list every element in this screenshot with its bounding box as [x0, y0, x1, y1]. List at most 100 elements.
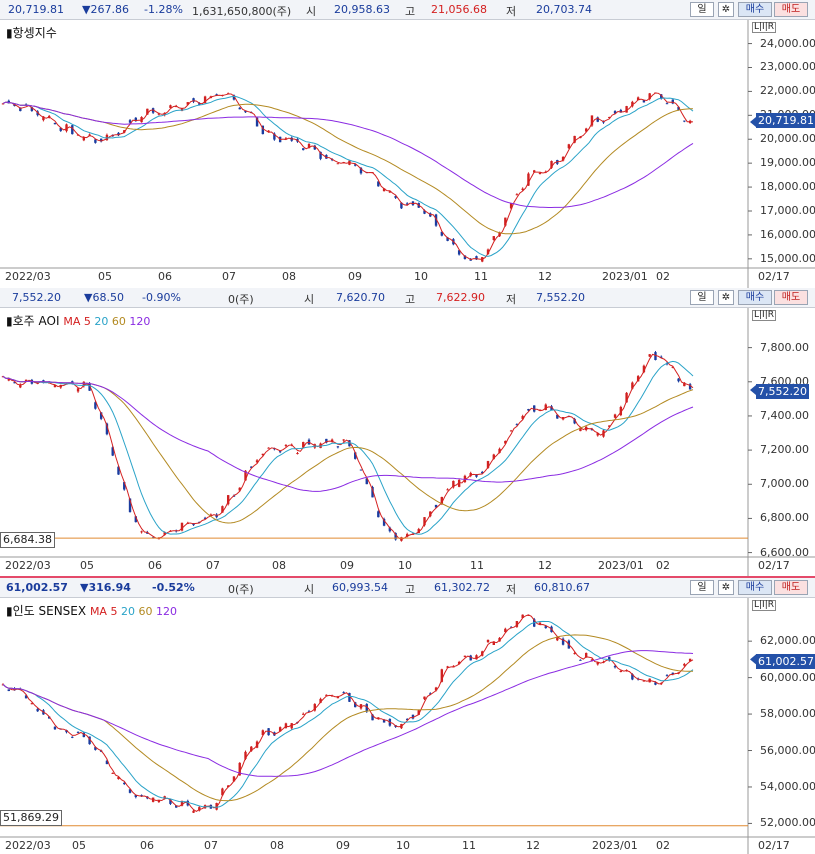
ma5-line [2, 92, 694, 261]
candle-body [325, 438, 328, 443]
candle-body [423, 210, 426, 214]
volume-value: 0(주) [228, 583, 254, 596]
candle-body [446, 666, 449, 668]
x-tick-label: 11 [474, 270, 488, 283]
x-tick-label: 2022/03 [5, 839, 51, 852]
candle-body [325, 694, 328, 696]
candle-body [278, 727, 282, 732]
buy-button[interactable]: 매도 [774, 290, 808, 305]
open-value: 20,958.63 [334, 3, 390, 16]
candle-body [567, 144, 571, 149]
open-value: 60,993.54 [332, 581, 388, 594]
candle-body [608, 656, 611, 661]
candle-body [648, 354, 651, 357]
ma60-label: 60 [138, 605, 153, 618]
low-mark-box: 6,684.38 [0, 532, 55, 548]
index-name: 항셍지수 [12, 26, 57, 40]
candle-body [608, 117, 611, 119]
candle-body [423, 696, 426, 700]
candle-body [654, 352, 657, 361]
gear-icon[interactable]: ✲ [718, 580, 734, 595]
candle-body [631, 382, 634, 389]
gear-icon[interactable]: ✲ [718, 2, 734, 17]
candle-body [486, 249, 490, 255]
candle-body [65, 730, 68, 733]
chart-title: ▮항셍지수 [6, 26, 57, 40]
candle-body [232, 776, 236, 782]
sell-button[interactable]: 매수 [738, 290, 772, 305]
chart-svg [0, 598, 815, 854]
ma20-line [2, 95, 694, 257]
low-label: 저 [506, 583, 517, 596]
candle-body [175, 805, 178, 808]
candle-body [146, 532, 149, 534]
candle-body [203, 96, 207, 104]
candle-body [584, 653, 588, 658]
period-button[interactable]: 일 [690, 290, 714, 305]
candle-body [99, 412, 103, 419]
x-tick-label: 2022/03 [5, 559, 51, 572]
x-tick-label: 02/17 [758, 559, 790, 572]
x-tick-label: 2023/01 [602, 270, 648, 283]
candles [1, 350, 692, 542]
buy-button[interactable]: 매도 [774, 580, 808, 595]
candle-body [336, 696, 340, 699]
candle-body [665, 675, 669, 677]
sell-button[interactable]: 매수 [738, 580, 772, 595]
buy-button[interactable]: 매도 [774, 2, 808, 17]
candles [1, 614, 692, 814]
candle-body [261, 125, 265, 135]
candle-body [377, 717, 380, 719]
change-value: ▼316.94 [80, 581, 131, 594]
scale-toggle-icon[interactable]: L|I|R [752, 600, 776, 611]
candle-body [111, 447, 114, 456]
current-price-pointer [750, 117, 756, 128]
candle-body [319, 151, 322, 159]
ma-legend: MA 5 20 60 120 [90, 605, 177, 618]
period-button[interactable]: 일 [690, 580, 714, 595]
low-value: 7,552.20 [536, 291, 585, 304]
candle-body [325, 155, 328, 159]
candle-body [492, 236, 495, 241]
candle-body [354, 452, 357, 459]
candle-body [267, 130, 270, 132]
low-label: 저 [506, 293, 517, 306]
candle-body [192, 810, 195, 813]
open-label: 시 [304, 583, 315, 596]
candle-body [486, 461, 490, 468]
sell-button[interactable]: 매수 [738, 2, 772, 17]
price-chart[interactable]: ▮항셍지수 L|I|R 24,000.00 23,000.00 22,000.00 2… [0, 20, 815, 290]
price-chart[interactable]: ▮인도 SENSEX MA 5 20 60 120 L|I|R 62,000.0… [0, 598, 815, 854]
high-label: 고 [405, 5, 416, 18]
scale-toggle-icon[interactable]: L|I|R [752, 310, 776, 321]
period-label: 일 [697, 4, 707, 15]
ma-label: MA [63, 315, 81, 328]
x-tick-label: 06 [148, 559, 162, 572]
candle-body [105, 423, 109, 435]
gear-icon[interactable]: ✲ [718, 290, 734, 305]
ma60-label: 60 [111, 315, 126, 328]
price-chart[interactable]: ▮호주 AOI MA 5 20 60 120 L|I|R 7,800.00 7,6… [0, 308, 815, 577]
candle-body [53, 122, 57, 125]
period-button[interactable]: 일 [690, 2, 714, 17]
ma20-label: 20 [120, 605, 135, 618]
panel-aoi: 7,552.20 ▼68.50 -0.90% 0(주) 시 7,620.70 고… [0, 288, 815, 577]
ma-legend: MA 5 20 60 120 [63, 315, 150, 328]
candle-body [405, 203, 409, 205]
y-tick-label: 18,000.00 [760, 180, 815, 194]
candle-body [365, 478, 368, 485]
candle-body [590, 659, 594, 661]
x-tick-label: 2023/01 [598, 559, 644, 572]
candle-body [556, 637, 559, 641]
scale-toggle-icon[interactable]: L|I|R [752, 22, 776, 33]
high-label: 고 [405, 583, 416, 596]
period-label: 일 [697, 582, 707, 593]
candle-body [7, 689, 10, 692]
period-label: 일 [697, 292, 707, 303]
current-price-box: 7,552.20 [756, 384, 809, 399]
price-value: 20,719.81 [8, 3, 64, 16]
ma20-label: 20 [94, 315, 109, 328]
x-tick-label: 06 [158, 270, 172, 283]
y-tick-label: 62,000.00 [760, 634, 815, 648]
candle-body [307, 143, 311, 149]
